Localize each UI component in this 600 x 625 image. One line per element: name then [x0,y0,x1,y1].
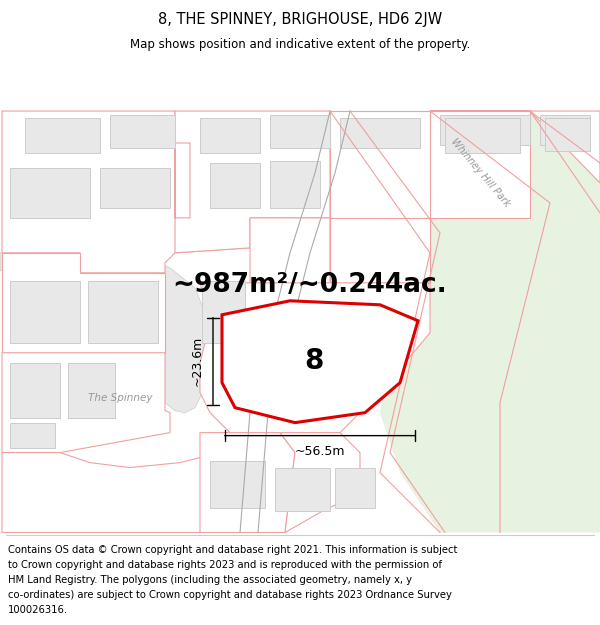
Polygon shape [175,111,330,253]
Polygon shape [10,281,80,342]
Text: ~23.6m: ~23.6m [191,336,203,386]
Polygon shape [545,118,590,151]
Polygon shape [10,362,60,418]
Polygon shape [440,115,530,145]
Text: HM Land Registry. The polygons (including the associated geometry, namely x, y: HM Land Registry. The polygons (includin… [8,574,412,584]
Polygon shape [200,283,430,442]
Polygon shape [10,422,55,447]
Polygon shape [2,253,165,352]
Text: 8: 8 [304,347,324,375]
Polygon shape [330,218,430,283]
Polygon shape [430,111,600,183]
Polygon shape [540,115,590,145]
Polygon shape [222,301,418,423]
Polygon shape [200,118,260,153]
Text: Map shows position and indicative extent of the property.: Map shows position and indicative extent… [130,38,470,51]
Polygon shape [280,432,360,532]
Polygon shape [2,352,170,452]
Polygon shape [0,251,210,412]
Polygon shape [330,111,600,532]
Polygon shape [430,111,530,218]
Polygon shape [68,362,115,418]
Polygon shape [2,452,285,532]
Polygon shape [88,281,158,342]
Text: co-ordinates) are subject to Crown copyright and database rights 2023 Ordnance S: co-ordinates) are subject to Crown copyr… [8,590,452,600]
Polygon shape [2,111,250,273]
Polygon shape [335,468,375,508]
Polygon shape [250,218,330,288]
Text: Whinney Hill Park: Whinney Hill Park [449,137,511,209]
Polygon shape [200,432,295,532]
Text: to Crown copyright and database rights 2023 and is reproduced with the permissio: to Crown copyright and database rights 2… [8,559,442,569]
Text: ~56.5m: ~56.5m [295,445,345,458]
Polygon shape [100,168,170,208]
Polygon shape [270,115,330,148]
Polygon shape [110,115,175,148]
Polygon shape [270,161,320,208]
Polygon shape [330,111,430,218]
Polygon shape [25,118,100,153]
Polygon shape [210,461,265,508]
Text: 100026316.: 100026316. [8,605,68,615]
Polygon shape [275,468,330,511]
Polygon shape [340,118,420,148]
Text: ~987m²/~0.244ac.: ~987m²/~0.244ac. [173,272,448,298]
Text: 8, THE SPINNEY, BRIGHOUSE, HD6 2JW: 8, THE SPINNEY, BRIGHOUSE, HD6 2JW [158,12,442,27]
Text: Contains OS data © Crown copyright and database right 2021. This information is : Contains OS data © Crown copyright and d… [8,544,457,554]
Polygon shape [445,118,520,153]
Text: The Spinney: The Spinney [88,392,152,402]
Polygon shape [210,163,260,208]
Polygon shape [202,281,245,342]
Polygon shape [10,168,90,218]
Polygon shape [265,308,320,348]
